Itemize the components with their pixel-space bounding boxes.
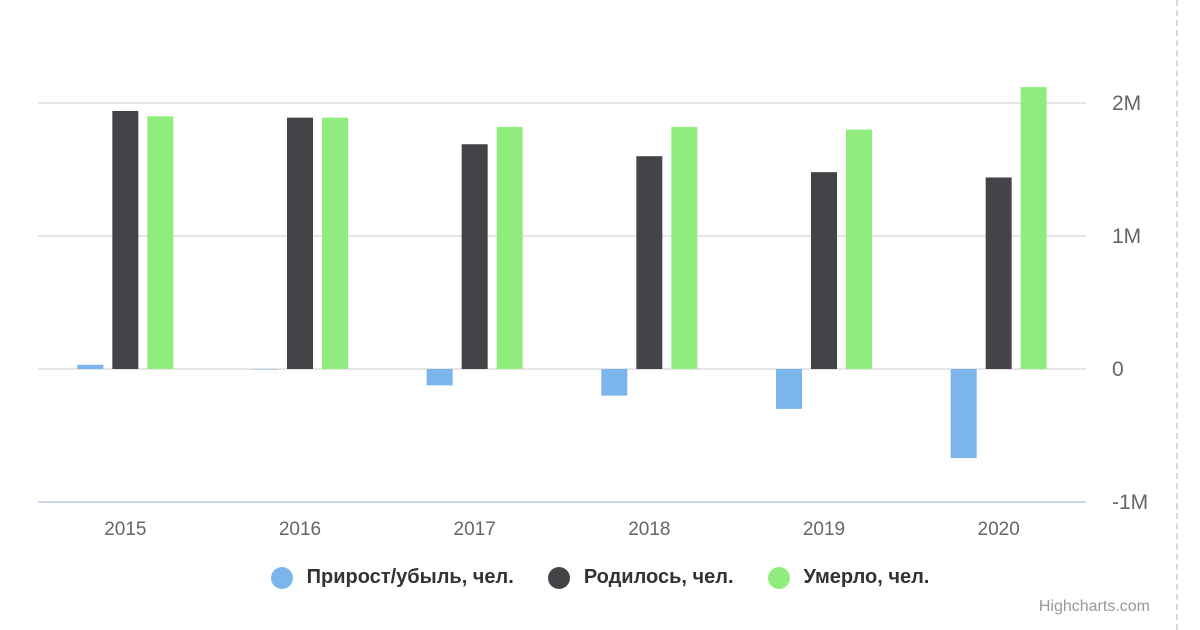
bar-2017-series-1[interactable]	[461, 144, 488, 369]
y-tick-label: 2M	[1112, 92, 1141, 115]
bar-2020-series-2[interactable]	[1020, 87, 1047, 369]
legend: Прирост/убыль, чел. Родилось, чел. Умерл…	[0, 566, 1200, 589]
bar-2015-series-2[interactable]	[147, 116, 174, 369]
legend-marker-icon	[547, 566, 570, 589]
bar-2015-series-1[interactable]	[112, 110, 139, 369]
bar-2018-series-1[interactable]	[636, 156, 663, 369]
legend-marker-icon	[767, 566, 790, 589]
legend-label-births: Родилось, чел.	[583, 566, 734, 588]
x-tick-label: 2020	[978, 519, 1020, 540]
y-tick-label: 1M	[1112, 225, 1141, 248]
bar-2017-series-0[interactable]	[426, 369, 453, 386]
x-tick-label: 2018	[628, 519, 670, 540]
x-axis-labels: 2015 2016 2017 2018 2019 2020	[104, 519, 1020, 540]
bar-2016-series-2[interactable]	[322, 117, 348, 369]
bar-2017-series-2[interactable]	[496, 126, 523, 369]
legend-label-growth: Прирост/убыль, чел.	[306, 566, 514, 588]
bar-2020-series-0[interactable]	[950, 369, 977, 459]
legend-label-deaths: Умерло, чел.	[803, 566, 930, 588]
y-tick-label: 0	[1112, 358, 1124, 381]
bar-2019-series-0[interactable]	[776, 369, 802, 409]
legend-marker-icon	[270, 566, 293, 589]
y-axis-labels: 2M 1M 0 -1M	[1112, 92, 1148, 514]
bar-2015-series-0[interactable]	[77, 364, 104, 369]
grid-lines	[38, 102, 1086, 503]
legend-item-deaths[interactable]: Умерло, чел.	[767, 566, 930, 589]
bar-series	[77, 87, 1047, 459]
x-tick-label: 2017	[454, 519, 496, 540]
x-tick-label: 2019	[803, 519, 845, 540]
page-edge-divider	[1176, 0, 1178, 630]
bar-2016-series-0[interactable]	[252, 369, 278, 370]
x-tick-label: 2016	[279, 519, 321, 540]
bar-2018-series-0[interactable]	[601, 369, 628, 396]
bar-2020-series-1[interactable]	[985, 177, 1012, 369]
legend-item-births[interactable]: Родилось, чел.	[547, 566, 734, 589]
bar-2016-series-1[interactable]	[287, 117, 313, 369]
y-tick-label: -1M	[1112, 491, 1148, 514]
credits-link[interactable]: Highcharts.com	[1038, 598, 1150, 615]
bar-2019-series-1[interactable]	[811, 172, 837, 369]
bar-2019-series-2[interactable]	[846, 129, 872, 369]
x-tick-label: 2015	[104, 519, 146, 540]
legend-item-growth[interactable]: Прирост/убыль, чел.	[270, 566, 514, 589]
bar-2018-series-2[interactable]	[671, 126, 698, 369]
